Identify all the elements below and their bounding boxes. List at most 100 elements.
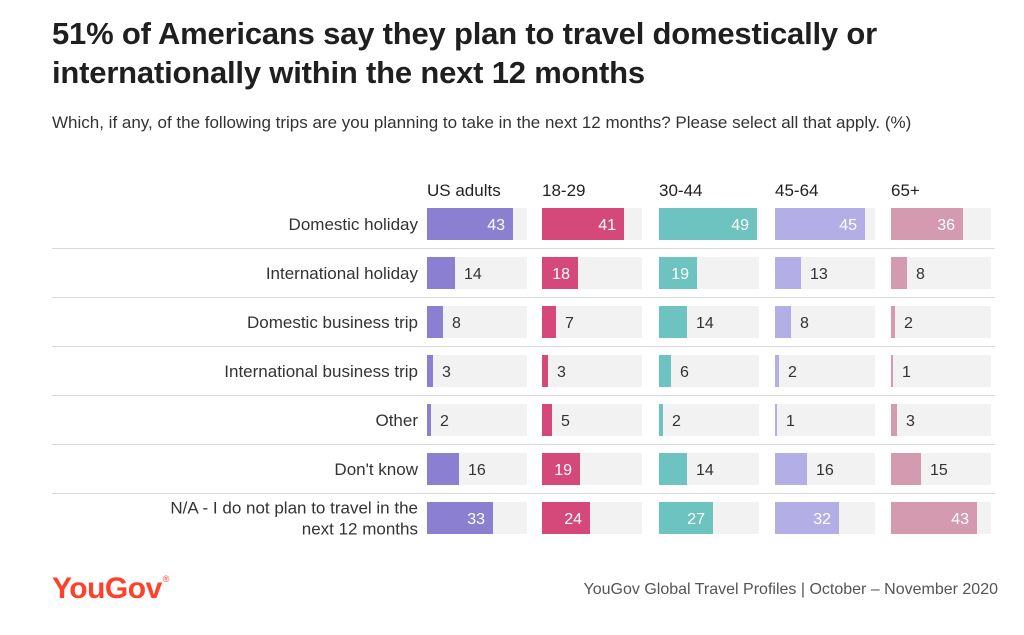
value-label-us-adults-domestic-holiday: 43: [487, 217, 505, 234]
value-label-18-29-don-t-know: 19: [554, 462, 572, 479]
chart-subtitle: Which, if any, of the following trips ar…: [52, 113, 912, 132]
bar-18-29-other: [542, 404, 552, 436]
bar-track: [427, 404, 527, 436]
value-label-65-international-holiday: 8: [916, 266, 925, 283]
value-label-30-44-don-t-know: 14: [696, 462, 714, 479]
value-label-45-64-domestic-business-trip: 8: [800, 315, 809, 332]
column-header-18-29: 18-29: [542, 181, 585, 200]
value-label-45-64-other: 1: [786, 413, 795, 430]
bar-65-international-business-trip: [891, 355, 893, 387]
value-label-18-29-domestic-holiday: 41: [598, 217, 616, 234]
bar-65-domestic-holiday: [891, 208, 963, 240]
bar-45-64-domestic-business-trip: [775, 306, 791, 338]
chart-title: 51% of Americans say they plan to travel…: [52, 16, 877, 90]
value-label-18-29-domestic-business-trip: 7: [565, 315, 574, 332]
bar-30-44-international-business-trip: [659, 355, 671, 387]
category-label-domestic-holiday: Domestic holiday: [289, 215, 419, 234]
value-label-30-44-domestic-business-trip: 14: [696, 315, 714, 332]
category-label-international-holiday: International holiday: [266, 264, 419, 283]
value-label-18-29-international-business-trip: 3: [557, 364, 566, 381]
category-label-don-t-know: Don't know: [334, 460, 418, 479]
bar-track: [427, 355, 527, 387]
value-label-30-44-n-a-i-do-not-plan-to-travel-in-the-next-12-months: 27: [687, 511, 705, 528]
bar-65-don-t-know: [891, 453, 921, 485]
value-label-45-64-international-business-trip: 2: [788, 364, 797, 381]
value-label-30-44-international-business-trip: 6: [680, 364, 689, 381]
bar-us-adults-domestic-holiday: [427, 208, 513, 240]
yougov-logo: YouGov®: [52, 572, 169, 605]
bar-18-29-domestic-business-trip: [542, 306, 556, 338]
value-label-65-other: 3: [906, 413, 915, 430]
bar-track: [891, 404, 991, 436]
value-label-30-44-international-holiday: 19: [671, 266, 689, 283]
value-label-us-adults-n-a-i-do-not-plan-to-travel-in-the-next-12-months: 33: [467, 511, 485, 528]
value-label-30-44-domestic-holiday: 49: [731, 217, 749, 234]
value-label-65-domestic-holiday: 36: [937, 217, 955, 234]
bar-18-29-n-a-i-do-not-plan-to-travel-in-the-next-12-months: [542, 502, 590, 534]
value-label-65-don-t-know: 15: [930, 462, 948, 479]
bar-track: [775, 306, 875, 338]
bar-track: [427, 306, 527, 338]
category-label-n-a-i-do-not-plan-to-travel-in-the-next-12-months: N/A - I do not plan to travel in the next…: [170, 499, 418, 539]
value-label-30-44-other: 2: [672, 413, 681, 430]
category-label-domestic-business-trip: Domestic business trip: [247, 313, 418, 332]
bar-65-other: [891, 404, 897, 436]
bar-track: [659, 404, 759, 436]
bar-us-adults-don-t-know: [427, 453, 459, 485]
category-label-international-business-trip: International business trip: [224, 362, 418, 381]
value-label-65-domestic-business-trip: 2: [904, 315, 913, 332]
value-label-18-29-international-holiday: 18: [552, 266, 570, 283]
bar-track: [891, 355, 991, 387]
value-label-65-international-business-trip: 1: [902, 364, 911, 381]
bar-65-domestic-business-trip: [891, 306, 895, 338]
bar-track: [891, 306, 991, 338]
bar-18-29-domestic-holiday: [542, 208, 624, 240]
value-label-us-adults-international-business-trip: 3: [442, 364, 451, 381]
value-label-us-adults-domestic-business-trip: 8: [452, 315, 461, 332]
category-label-other: Other: [375, 411, 418, 430]
value-label-45-64-don-t-know: 16: [816, 462, 834, 479]
value-label-18-29-n-a-i-do-not-plan-to-travel-in-the-next-12-months: 24: [564, 511, 582, 528]
bar-30-44-international-holiday: [659, 257, 697, 289]
value-label-us-adults-don-t-know: 16: [468, 462, 486, 479]
value-label-18-29-other: 5: [561, 413, 570, 430]
bar-us-adults-international-business-trip: [427, 355, 433, 387]
bar-18-29-international-business-trip: [542, 355, 548, 387]
bar-45-64-don-t-know: [775, 453, 807, 485]
bar-us-adults-n-a-i-do-not-plan-to-travel-in-the-next-12-months: [427, 502, 493, 534]
bar-30-44-n-a-i-do-not-plan-to-travel-in-the-next-12-months: [659, 502, 713, 534]
bar-30-44-domestic-business-trip: [659, 306, 687, 338]
bar-track: [542, 306, 642, 338]
bar-45-64-domestic-holiday: [775, 208, 865, 240]
bar-45-64-international-business-trip: [775, 355, 779, 387]
bar-30-44-other: [659, 404, 663, 436]
bar-us-adults-international-holiday: [427, 257, 455, 289]
bar-65-n-a-i-do-not-plan-to-travel-in-the-next-12-months: [891, 502, 977, 534]
bar-45-64-international-holiday: [775, 257, 801, 289]
value-label-45-64-n-a-i-do-not-plan-to-travel-in-the-next-12-months: 32: [813, 511, 831, 528]
value-label-us-adults-international-holiday: 14: [464, 266, 482, 283]
column-header-65: 65+: [891, 181, 920, 200]
bar-track: [775, 404, 875, 436]
bar-45-64-other: [775, 404, 777, 436]
column-header-45-64: 45-64: [775, 181, 818, 200]
bar-track: [542, 404, 642, 436]
bar-18-29-don-t-know: [542, 453, 580, 485]
bar-18-29-international-holiday: [542, 257, 578, 289]
value-label-45-64-international-holiday: 13: [810, 266, 828, 283]
value-label-us-adults-other: 2: [440, 413, 449, 430]
bar-us-adults-domestic-business-trip: [427, 306, 443, 338]
bar-us-adults-other: [427, 404, 431, 436]
source-note: YouGov Global Travel Profiles | October …: [583, 581, 998, 598]
bar-30-44-domestic-holiday: [659, 208, 757, 240]
bar-track: [775, 355, 875, 387]
bar-30-44-don-t-know: [659, 453, 687, 485]
bar-track: [659, 355, 759, 387]
bar-track: [542, 355, 642, 387]
bar-track: [891, 257, 991, 289]
bar-65-international-holiday: [891, 257, 907, 289]
column-header-30-44: 30-44: [659, 181, 702, 200]
column-header-us-adults: US adults: [427, 181, 501, 200]
value-label-65-n-a-i-do-not-plan-to-travel-in-the-next-12-months: 43: [951, 511, 969, 528]
